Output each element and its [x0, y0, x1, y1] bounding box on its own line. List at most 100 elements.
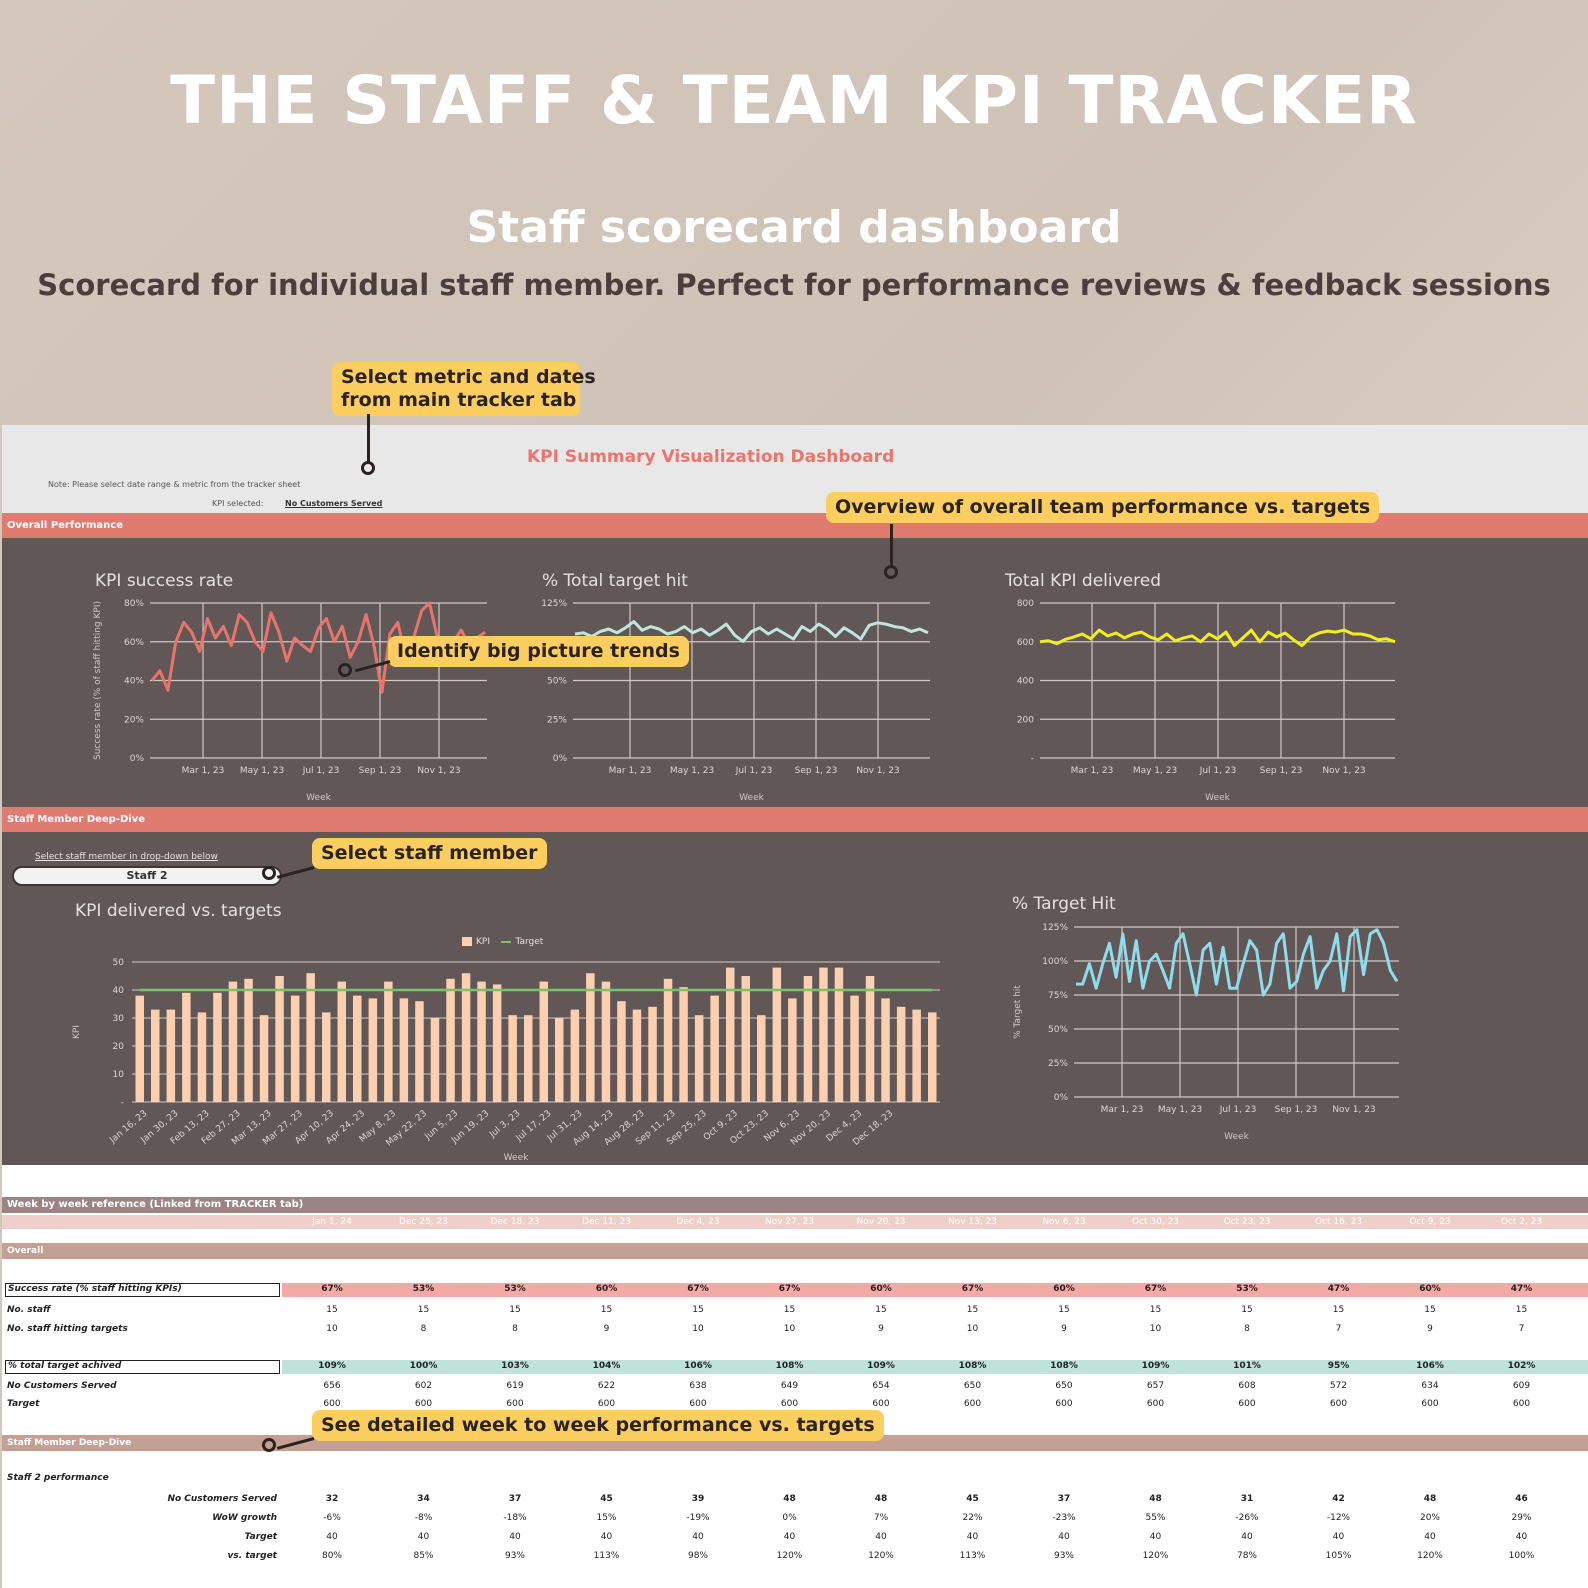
- table-cell-total: 100%: [409, 1361, 438, 1371]
- table-cell-s-served: 46: [1515, 1494, 1528, 1504]
- bar-kpi: [881, 998, 890, 1102]
- table-cell-s-target: 40: [1149, 1532, 1162, 1542]
- bar-kpi: [275, 976, 284, 1102]
- table-cell-s-target: 40: [783, 1532, 796, 1542]
- table-cell-s-vs: 80%: [321, 1551, 342, 1561]
- chart-kpi-success-rate: 0% 20% 40% 60% 80% Mar 1, 23 May 1, 23 Jul 1, 2…: [93, 599, 487, 803]
- bar-kpi: [570, 1009, 580, 1102]
- week-date-header: Nov 27, 23: [764, 1217, 815, 1227]
- tagline: Scorecard for individual staff member. P…: [37, 268, 1551, 302]
- y-tick-label: 0%: [130, 754, 145, 764]
- table-cell-hitting: 9: [1427, 1324, 1433, 1334]
- y-axis-label: % Target hit: [1013, 985, 1023, 1039]
- legend-kpi-swatch: [462, 937, 472, 946]
- bar-kpi: [508, 1015, 517, 1102]
- callout-trends: Identify big picture trends: [388, 636, 689, 667]
- table-cell-success: 67%: [778, 1284, 801, 1294]
- y-tick-label: 20%: [124, 715, 144, 725]
- bar-kpi: [228, 981, 238, 1102]
- deepdive-band: Staff Member Deep-Dive: [2, 807, 1588, 832]
- x-tick-label: May 1, 23: [240, 766, 284, 776]
- staff-target-label: Target: [244, 1532, 277, 1542]
- x-axis-label: Week: [1205, 793, 1230, 803]
- total-target-label: % total target achived: [5, 1360, 280, 1374]
- table-cell-no-staff: 15: [1332, 1305, 1345, 1315]
- week-date-header: Dec 25, 23: [399, 1217, 448, 1227]
- y-tick-label: 50%: [1048, 1025, 1068, 1035]
- bar-kpi: [213, 992, 222, 1102]
- x-axis-label: Week: [739, 793, 764, 803]
- y-tick-label: -: [1031, 754, 1034, 764]
- table-cell-s-served: 45: [600, 1494, 613, 1504]
- callout-select-metric-line1: Select metric and dates: [341, 366, 596, 388]
- table-cell-s-vs: 113%: [593, 1551, 620, 1561]
- chart-title-success: KPI success rate: [95, 571, 234, 591]
- staff-dropdown[interactable]: Staff 2: [12, 866, 282, 886]
- series-line: [1076, 928, 1399, 997]
- y-tick-label: 60%: [124, 638, 144, 648]
- x-tick-label: Jul 1, 23: [735, 766, 773, 776]
- table-cell-s-vs: 78%: [1236, 1551, 1257, 1561]
- table-cell-hitting: 7: [1518, 1324, 1525, 1334]
- table-cell-s-wow: 29%: [1511, 1513, 1532, 1523]
- staff-wow-label: WoW growth: [212, 1513, 277, 1523]
- bar-kpi: [928, 1012, 937, 1102]
- week-date-header: Nov 13, 23: [947, 1217, 998, 1227]
- y-tick-label: -: [121, 1098, 124, 1108]
- bar-kpi: [632, 1009, 642, 1102]
- x-tick-label: May 1, 23: [670, 766, 714, 776]
- x-axis-label: Week: [504, 1153, 529, 1163]
- week-date-header: Oct 30, 23: [1131, 1217, 1180, 1227]
- table-cell-s-wow: 15%: [596, 1513, 617, 1523]
- x-tick-label: Mar 1, 23: [609, 766, 652, 776]
- x-tick-label: Sep 1, 23: [795, 766, 838, 776]
- table-cell-hitting: 8: [1244, 1324, 1250, 1334]
- callout-overview: Overview of overall team performance vs.…: [826, 492, 1380, 523]
- table-cell-served: 619: [506, 1381, 524, 1391]
- callout-pointer: [884, 565, 898, 579]
- table-cell-s-wow: -23%: [1052, 1513, 1076, 1523]
- table-cell-no-staff: 15: [875, 1305, 887, 1315]
- table-cell-total: 104%: [592, 1361, 621, 1371]
- table-cell-s-served: 45: [966, 1494, 979, 1504]
- table-cell-total: 108%: [1050, 1361, 1078, 1371]
- table-cell-success: 47%: [1510, 1284, 1533, 1294]
- table-cell-s-served: 42: [1332, 1494, 1345, 1504]
- bar-kpi: [539, 981, 548, 1102]
- y-tick-label: 400: [1017, 677, 1034, 687]
- table-cell-target: 600: [506, 1399, 524, 1409]
- table-cell-total: 103%: [501, 1361, 529, 1371]
- table-cell-served: 657: [1146, 1381, 1165, 1391]
- table-cell-target: 600: [1512, 1399, 1531, 1409]
- x-tick-label: Sep 1, 23: [1275, 1105, 1318, 1115]
- callout-detail: See detailed week to week performance vs…: [312, 1410, 884, 1441]
- table-cell-no-staff: 15: [1424, 1305, 1436, 1315]
- week-date-header: Dec 18, 23: [490, 1217, 540, 1227]
- bar-kpi: [726, 967, 735, 1102]
- x-tick-label: May 1, 23: [1133, 766, 1177, 776]
- bar-kpi: [446, 978, 455, 1102]
- chart-title-target-hit: % Total target hit: [542, 571, 688, 591]
- table-cell-no-staff: 15: [600, 1305, 613, 1315]
- table-cell-s-vs: 105%: [1325, 1551, 1352, 1561]
- table-cell-s-vs: 120%: [1417, 1551, 1443, 1561]
- hero-header: THE STAFF & TEAM KPI TRACKER Staff score…: [0, 0, 1588, 425]
- bar-kpi: [555, 1018, 564, 1102]
- table-cell-hitting: 8: [512, 1324, 518, 1334]
- table-cell-no-staff: 15: [509, 1305, 521, 1315]
- x-tick-label: Mar 1, 23: [1071, 766, 1114, 776]
- kpi-selected-value[interactable]: No Customers Served: [285, 499, 383, 508]
- table-cell-s-vs: 85%: [413, 1551, 434, 1561]
- target-label: Target: [7, 1399, 40, 1409]
- y-tick-label: 125%: [541, 599, 567, 609]
- series-line: [1039, 628, 1396, 648]
- x-tick-label: Jul 1, 23: [1219, 1105, 1257, 1115]
- table-cell-s-vs: 93%: [504, 1551, 525, 1561]
- bar-kpi: [586, 973, 595, 1102]
- y-tick-label: 20: [113, 1042, 125, 1052]
- y-tick-label: 25%: [547, 715, 567, 725]
- table-cell-s-target: 40: [1332, 1532, 1345, 1542]
- bar-kpi: [182, 992, 191, 1102]
- x-tick-label: Nov 1, 23: [417, 766, 460, 776]
